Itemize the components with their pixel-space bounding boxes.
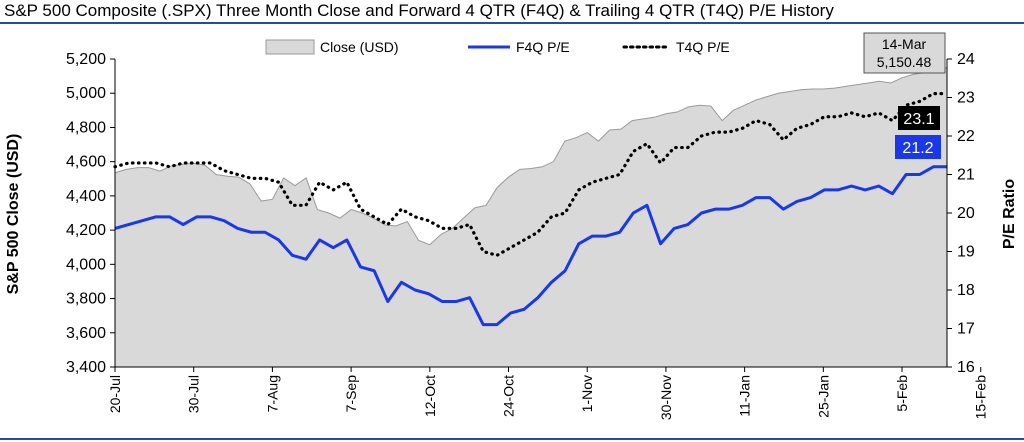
title-rule xyxy=(0,22,1024,24)
x-tick-label: 24-Oct xyxy=(501,375,517,417)
close-callout-value: 5,150.48 xyxy=(877,54,932,70)
x-tick-label: 30-Nov xyxy=(658,375,674,420)
x-tick-label: 25-Jan xyxy=(815,375,831,418)
legend-label-close: Close (USD) xyxy=(320,39,399,55)
y2-tick-label: 24 xyxy=(957,51,975,68)
axes-layer: 3,400 3,600 3,800 4,000 4,200 4,400 4,600 4,800… xyxy=(66,51,989,420)
close-callout-date: 14-Mar xyxy=(882,36,927,52)
f4q-callout-value: 21.2 xyxy=(902,140,933,157)
y-tick-label: 3,600 xyxy=(66,325,106,342)
legend-label-t4q: T4Q P/E xyxy=(676,39,730,55)
x-tick-label: 12-Oct xyxy=(422,375,438,417)
y-tick-label: 5,200 xyxy=(66,51,106,68)
bottom-rule xyxy=(0,438,1024,440)
y2-tick-label: 19 xyxy=(957,244,975,261)
y2-tick-label: 20 xyxy=(957,205,975,222)
y2-tick-label: 22 xyxy=(957,128,975,145)
x-tick-label: 7-Aug xyxy=(264,375,280,412)
x-tick-label: 7-Sep xyxy=(343,375,359,413)
y2-tick-label: 23 xyxy=(957,90,975,107)
y2-tick-label: 21 xyxy=(957,167,975,184)
legend: Close (USD) F4Q P/E T4Q P/E xyxy=(265,39,730,55)
y-tick-label: 5,000 xyxy=(66,85,106,102)
y2-tick-label: 18 xyxy=(957,282,975,299)
y-tick-label: 3,800 xyxy=(66,291,106,308)
f4q-callout-box xyxy=(895,135,941,159)
close-area-layer xyxy=(114,66,948,368)
y2-tick-label: 16 xyxy=(957,359,975,376)
pe-lines-layer xyxy=(113,92,949,327)
f4q-callout: 21.2 xyxy=(895,135,941,159)
y-axis-label: S&P 500 Close (USD) xyxy=(5,134,22,295)
x-tick-label: 1-Nov xyxy=(579,375,595,412)
y-tick-label: 4,000 xyxy=(66,256,106,273)
legend-swatch-close xyxy=(265,39,315,55)
x-tick-label: 5-Feb xyxy=(894,375,910,412)
chart-title: S&P 500 Composite (.SPX) Three Month Clo… xyxy=(4,1,834,20)
t4q-callout-value: 23.1 xyxy=(903,111,934,128)
legend-label-f4q: F4Q P/E xyxy=(516,39,570,55)
x-tick-label: 20-Jul xyxy=(107,375,123,413)
t4q-callout-box xyxy=(898,106,940,130)
y-tick-label: 4,800 xyxy=(66,119,106,136)
y-tick-label: 3,400 xyxy=(66,359,106,376)
x-tick-label: 15-Feb xyxy=(973,375,989,420)
close-area xyxy=(114,66,948,368)
close-callout-box xyxy=(863,32,946,74)
y2-axis-label: P/E Ratio xyxy=(1001,179,1018,249)
y-tick-label: 4,600 xyxy=(66,154,106,171)
f4q-pe-line xyxy=(114,165,947,327)
y2-tick-label: 17 xyxy=(957,321,975,338)
x-tick-label: 30-Jul xyxy=(186,375,202,413)
y-tick-label: 4,200 xyxy=(66,222,106,239)
t4q-callout: 23.1 xyxy=(898,106,940,130)
t4q-pe-line xyxy=(113,92,949,258)
close-callout: 14-Mar 5,150.48 xyxy=(863,32,946,74)
x-tick-label: 11-Jan xyxy=(737,375,753,417)
y-tick-label: 4,400 xyxy=(66,188,106,205)
